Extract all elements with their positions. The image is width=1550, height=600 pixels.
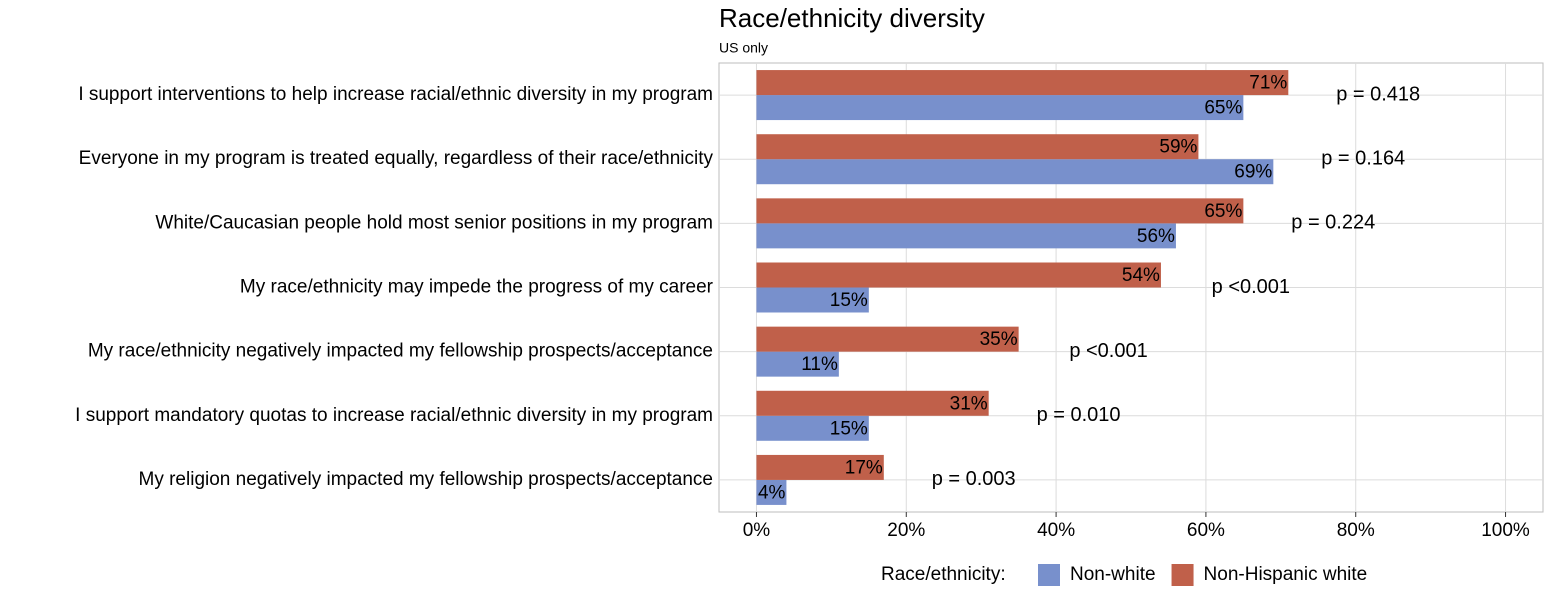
value-label: 31% — [950, 393, 988, 414]
bar — [756, 198, 1244, 224]
x-tick-label: 20% — [887, 520, 925, 541]
p-value-annotation: p = 0.224 — [1291, 212, 1375, 234]
legend-swatch — [1171, 564, 1194, 586]
chart-title: Race/ethnicity diversity — [719, 3, 985, 33]
bar — [756, 287, 869, 313]
legend-title: Race/ethnicity: — [881, 564, 1006, 585]
x-tick-label: 40% — [1037, 520, 1075, 541]
bar — [756, 134, 1199, 160]
x-tick-label: 100% — [1481, 520, 1530, 541]
value-label: 71% — [1249, 73, 1287, 94]
bar — [756, 262, 1161, 288]
value-label: 56% — [1137, 226, 1175, 247]
bar — [756, 454, 884, 480]
bar — [756, 159, 1274, 185]
value-label: 15% — [830, 290, 868, 311]
value-label: 15% — [830, 418, 868, 439]
value-label: 65% — [1204, 201, 1242, 222]
x-tick-label: 80% — [1337, 520, 1375, 541]
p-value-annotation: p <0.001 — [1069, 340, 1147, 362]
y-tick-label: My race/ethnicity negatively impacted my… — [88, 341, 713, 362]
value-label: 54% — [1122, 265, 1160, 286]
bar — [756, 223, 1176, 249]
y-tick-label: I support mandatory quotas to increase r… — [75, 405, 713, 426]
x-tick-label: 60% — [1187, 520, 1225, 541]
p-value-annotation: p <0.001 — [1212, 276, 1290, 298]
legend-label: Non-white — [1070, 564, 1156, 585]
bar — [756, 415, 869, 441]
value-label: 35% — [980, 329, 1018, 350]
legend-label: Non-Hispanic white — [1204, 564, 1368, 585]
bar — [756, 70, 1289, 96]
x-tick-label: 0% — [743, 520, 771, 541]
value-label: 65% — [1204, 98, 1242, 119]
legend-swatch — [1038, 564, 1060, 586]
y-tick-label: My religion negatively impacted my fello… — [139, 469, 714, 490]
p-value-annotation: p = 0.003 — [932, 468, 1016, 490]
y-tick-label: Everyone in my program is treated equall… — [79, 148, 714, 169]
y-tick-label: I support interventions to help increase… — [78, 84, 713, 105]
bar — [756, 351, 839, 377]
p-value-annotation: p = 0.010 — [1037, 404, 1121, 426]
bar — [756, 326, 1019, 352]
bar — [756, 390, 989, 416]
y-tick-label: White/Caucasian people hold most senior … — [155, 212, 713, 233]
value-label: 17% — [845, 457, 883, 478]
value-label: 4% — [758, 482, 786, 503]
p-value-annotation: p = 0.164 — [1321, 147, 1405, 169]
bar — [756, 95, 1244, 121]
p-value-annotation: p = 0.418 — [1336, 83, 1420, 105]
value-label: 69% — [1234, 162, 1272, 183]
value-label: 11% — [801, 354, 838, 375]
y-tick-label: My race/ethnicity may impede the progres… — [240, 277, 714, 298]
bar — [756, 479, 787, 505]
chart-subtitle: US only — [719, 40, 768, 56]
value-label: 59% — [1159, 137, 1197, 158]
